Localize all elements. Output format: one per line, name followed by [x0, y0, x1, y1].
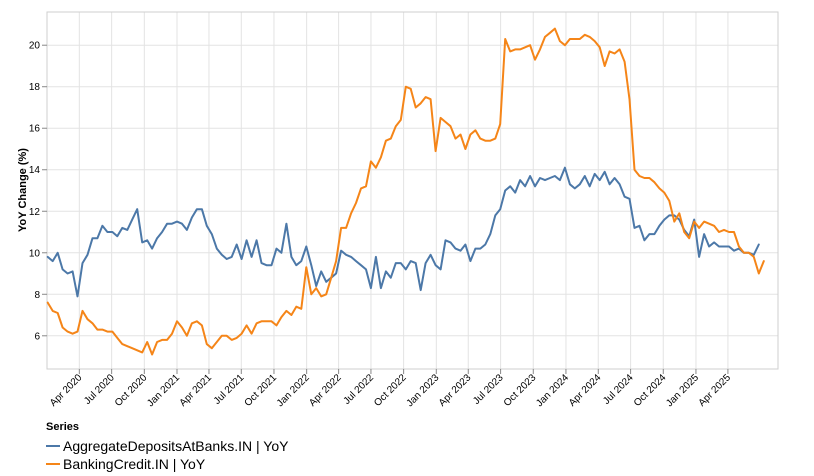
y-tick-label: 10: [29, 248, 41, 259]
legend-item-credit: BankingCredit.IN | YoY: [46, 455, 288, 473]
x-tick-label: Oct 2023: [502, 372, 539, 409]
x-tick-label: Jul 2023: [471, 372, 506, 407]
y-tick-label: 14: [29, 165, 41, 176]
y-tick-label: 18: [29, 82, 41, 93]
x-tick-label: Jul 2021: [212, 372, 247, 407]
legend-swatch-credit: [46, 463, 60, 465]
plot-frame: [46, 11, 779, 370]
legend: Series AggregateDepositsAtBanks.IN | YoY…: [46, 421, 288, 473]
x-tick-label: Apr 2022: [307, 372, 344, 409]
grid-lines: [47, 12, 778, 369]
series-lines: [46, 27, 765, 356]
x-tick-label: Oct 2022: [372, 372, 409, 409]
x-tick-label: Jan 2022: [275, 372, 312, 409]
x-tick-label: Jul 2020: [82, 372, 117, 407]
x-tick-label: Oct 2021: [243, 372, 280, 409]
y-tick-label: 8: [34, 290, 40, 301]
x-tick-label: Apr 2025: [697, 372, 734, 409]
legend-label-deposits: AggregateDepositsAtBanks.IN | YoY: [63, 438, 289, 454]
legend-title: Series: [46, 421, 80, 433]
x-tick-label: Apr 2021: [178, 372, 215, 409]
x-tick-label: Oct 2020: [113, 372, 150, 409]
x-tick-label: Jul 2022: [342, 372, 377, 407]
series-line-deposits: [46, 166, 760, 298]
y-tick-label: 12: [29, 207, 41, 218]
legend-label-credit: BankingCredit.IN | YoY: [63, 456, 206, 472]
y-tick-label: 16: [29, 124, 41, 135]
x-tick-label: Apr 2024: [567, 372, 604, 409]
y-axis-title: YoY Change (%): [17, 148, 29, 232]
x-tick-label: Jul 2024: [601, 372, 636, 407]
x-tick-label: Oct 2024: [632, 372, 669, 409]
y-tick-label: 6: [34, 331, 40, 342]
x-tick-label: Jan 2023: [405, 372, 442, 409]
y-axis: 6 8 10 12 14 16 18 20: [29, 41, 47, 342]
legend-swatch-deposits: [46, 445, 60, 447]
series-line-credit: [46, 27, 765, 356]
x-tick-label: Jan 2025: [664, 372, 701, 409]
x-tick-label: Jan 2024: [534, 372, 571, 409]
x-tick-label: Jan 2021: [145, 372, 182, 409]
x-tick-label: Apr 2023: [437, 372, 474, 409]
y-tick-label: 20: [29, 41, 41, 52]
x-tick-label: Apr 2020: [48, 372, 85, 409]
legend-item-deposits: AggregateDepositsAtBanks.IN | YoY: [46, 437, 288, 455]
